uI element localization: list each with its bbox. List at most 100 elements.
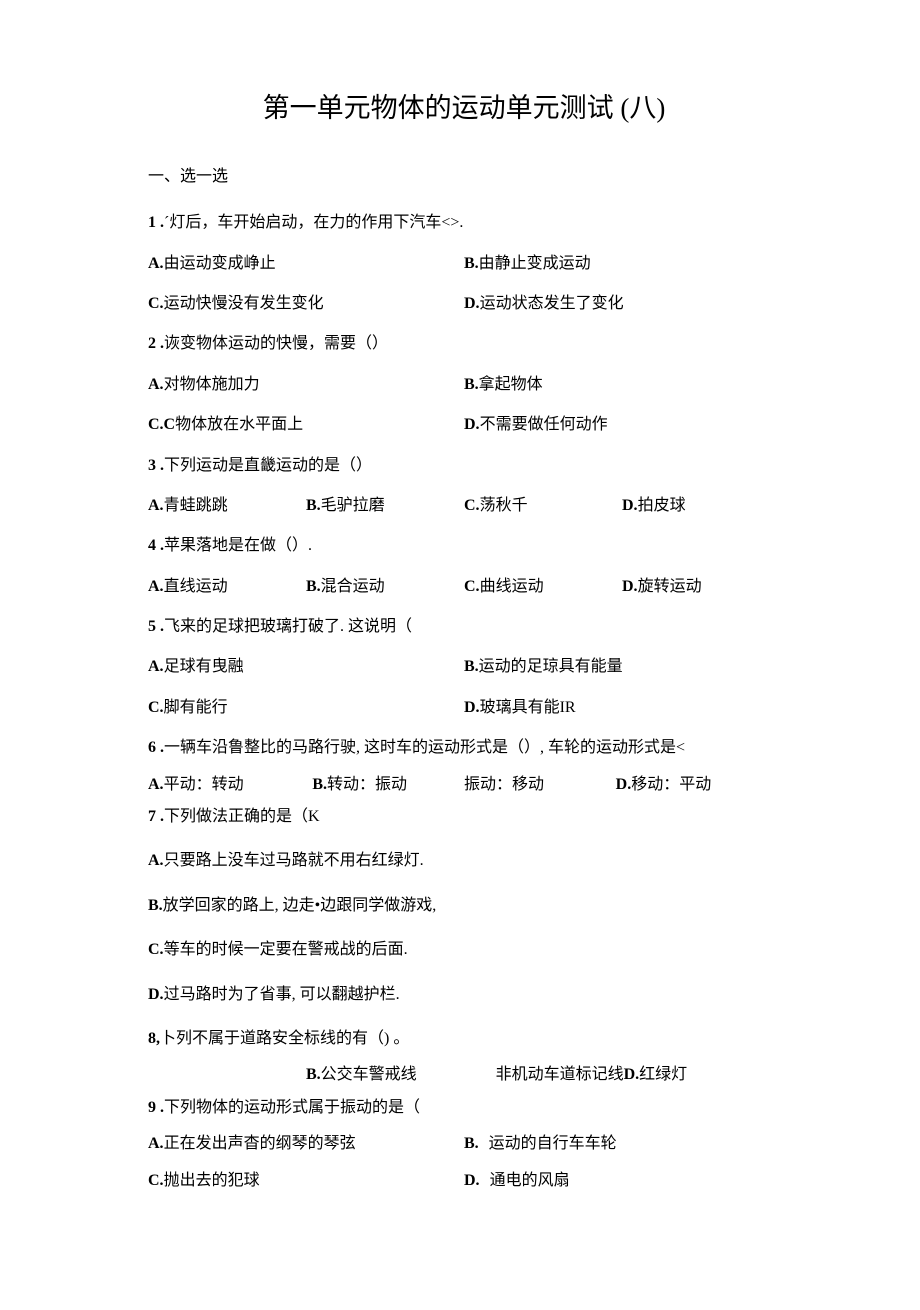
q3-opt-c: C.荡秋千 bbox=[464, 495, 622, 517]
q2-text: 诙变物体运动的快慢，需要（） bbox=[164, 335, 388, 352]
q4-text: 苹果落地是在做（）. bbox=[164, 537, 312, 554]
question-2: 2 .诙变物体运动的快慢，需要（） A.对物体施加力 B.拿起物体 C.C物体放… bbox=[148, 333, 780, 436]
q2-row1: A.对物体施加力 B.拿起物体 bbox=[148, 374, 780, 396]
q9-row1: A.正在发出声杳的纲琴的琴弦 B.运动的自行车车轮 bbox=[148, 1133, 780, 1155]
page-title: 第一单元物体的运动单元测试 (八) bbox=[148, 90, 780, 128]
q3-opt-a: A.青蛙跳跳 bbox=[148, 495, 306, 517]
question-3: 3 .下列运动是直畿运动的是（） A.青蛙跳跳 B.毛驴拉磨 C.荡秋千 D.拍… bbox=[148, 455, 780, 518]
q7-d-text: 过马路时为了省事, 可以翻越护栏. bbox=[164, 986, 400, 1003]
q4-row: A.直线运动 B.混合运动 C.曲线运动 D.旋转运动 bbox=[148, 576, 780, 598]
q4-num: 4 bbox=[148, 537, 156, 554]
q5-num: 5 bbox=[148, 618, 156, 635]
q4-opt-d: D.旋转运动 bbox=[622, 576, 780, 598]
q3-num: 3 bbox=[148, 457, 156, 474]
q9-opt-d: D.通电的风扇 bbox=[464, 1170, 780, 1192]
question-5: 5 .飞来的足球把玻璃打破了. 这说明（ A.足球有曳融 B.运动的足琼具有能量… bbox=[148, 616, 780, 719]
q1-d-text: 运动状态发生了变化 bbox=[480, 295, 624, 312]
q2-a-text: 对物体施加力 bbox=[164, 376, 260, 393]
section-heading: 一、选一选 bbox=[148, 166, 780, 188]
q4-opt-b: B.混合运动 bbox=[306, 576, 464, 598]
q7-sep: . bbox=[156, 808, 164, 825]
q7-stem: 7 .下列做法正确的是（K bbox=[148, 806, 780, 828]
q6-opt-a: A.平动：转动 bbox=[148, 774, 312, 796]
q3-a-text: 青蛙跳跳 bbox=[164, 497, 228, 514]
q1-opt-c: C.运动快慢没有发生变化 bbox=[148, 293, 464, 315]
q2-opt-a: A.对物体施加力 bbox=[148, 374, 464, 396]
q4-a-text: 直线运动 bbox=[164, 578, 228, 595]
q9-stem: 9 .下列物体的运动形式属于振动的是（ bbox=[148, 1097, 780, 1119]
q9-sep: . bbox=[156, 1099, 164, 1116]
q2-opt-d: D.不需要做任何动作 bbox=[464, 414, 780, 436]
q4-sep: . bbox=[156, 537, 164, 554]
q5-d-text: 玻璃具有能IR bbox=[480, 699, 576, 716]
q9-b-text: 运动的自行车车轮 bbox=[489, 1133, 617, 1155]
q1-opt-a: A.由运动变成峥止 bbox=[148, 253, 464, 275]
q2-c-text: 物体放在水平面上 bbox=[175, 416, 303, 433]
q7-opt-a: A.只要路上没车过马路就不用右红绿灯. bbox=[148, 850, 780, 872]
question-6: 6 .一辆车沿鲁整比的马路行驶, 这时车的运动形式是（）, 车轮的运动形式是< … bbox=[148, 737, 780, 796]
q4-opt-c: C.曲线运动 bbox=[464, 576, 622, 598]
q1-row1: A.由运动变成峥止 B.由静止变成运动 bbox=[148, 253, 780, 275]
q5-sep: . bbox=[156, 618, 164, 635]
q8-spacer bbox=[148, 1064, 306, 1086]
q6-d-text: 移动：平动 bbox=[631, 776, 711, 793]
q9-text: 下列物体的运动形式属于振动的是（ bbox=[164, 1099, 420, 1116]
q3-text: 下列运动是直畿运动的是（） bbox=[164, 457, 372, 474]
q7-opt-d: D.过马路时为了省事, 可以翻越护栏. bbox=[148, 984, 780, 1006]
q5-opt-a: A.足球有曳融 bbox=[148, 656, 464, 678]
q6-text: 一辆车沿鲁整比的马路行驶, 这时车的运动形式是（）, 车轮的运动形式是< bbox=[164, 739, 685, 756]
q6-stem: 6 .一辆车沿鲁整比的马路行驶, 这时车的运动形式是（）, 车轮的运动形式是< bbox=[148, 737, 780, 759]
q3-c-text: 荡秋千 bbox=[480, 497, 528, 514]
q4-opt-a: A.直线运动 bbox=[148, 576, 306, 598]
q1-c-text: 运动快慢没有发生变化 bbox=[164, 295, 324, 312]
q2-c-label: C.C bbox=[148, 416, 175, 433]
q6-a-text: 平动：转动 bbox=[164, 776, 244, 793]
q9-opt-c: C.抛出去的犯球 bbox=[148, 1170, 464, 1192]
q8-c-text: 非机动车道标记线 bbox=[496, 1066, 624, 1083]
q1-a-text: 由运动变成峥止 bbox=[164, 255, 276, 272]
question-1: 1 .´灯后，车开始启动，在力的作用下汽车<>. A.由运动变成峥止 B.由静止… bbox=[148, 212, 780, 315]
q1-num: 1 bbox=[148, 214, 156, 231]
question-9: 9 .下列物体的运动形式属于振动的是（ A.正在发出声杳的纲琴的琴弦 B.运动的… bbox=[148, 1097, 780, 1192]
q3-opt-b: B.毛驴拉磨 bbox=[306, 495, 464, 517]
q9-d-text: 通电的风扇 bbox=[490, 1170, 570, 1192]
q7-opt-c: C.等车的时候一定要在警戒战的后面. bbox=[148, 939, 780, 961]
question-4: 4 .苹果落地是在做（）. A.直线运动 B.混合运动 C.曲线运动 D.旋转运… bbox=[148, 535, 780, 598]
q3-opt-d: D.拍皮球 bbox=[622, 495, 780, 517]
q2-sep: . bbox=[156, 335, 164, 352]
q5-a-text: 足球有曳融 bbox=[164, 658, 244, 675]
q4-d-text: 旋转运动 bbox=[638, 578, 702, 595]
q1-text: ´灯后，车开始启动，在力的作用下汽车<>. bbox=[164, 214, 463, 231]
q5-opt-d: D.玻璃具有能IR bbox=[464, 697, 780, 719]
q8-row: B.公交车警戒线 非机动车道标记线D.红绿灯 bbox=[148, 1064, 780, 1086]
q1-opt-d: D.运动状态发生了变化 bbox=[464, 293, 780, 315]
q7-text: 下列做法正确的是（K bbox=[164, 808, 320, 825]
q8-stem: 8,卜列不属于道路安全标线的有（) 。 bbox=[148, 1028, 780, 1050]
q1-sep: . bbox=[156, 214, 164, 231]
q6-sep: . bbox=[156, 739, 164, 756]
q1-b-text: 由静止变成运动 bbox=[479, 255, 591, 272]
q5-opt-b: B.运动的足琼具有能量 bbox=[464, 656, 780, 678]
q2-opt-b: B.拿起物体 bbox=[464, 374, 780, 396]
q7-opt-b: B.放学回家的路上, 边走•边跟同学做游戏, bbox=[148, 895, 780, 917]
q1-stem: 1 .´灯后，车开始启动，在力的作用下汽车<>. bbox=[148, 212, 780, 234]
q7-b-text: 放学回家的路上, 边走•边跟同学做游戏, bbox=[163, 897, 437, 914]
q6-num: 6 bbox=[148, 739, 156, 756]
question-7: 7 .下列做法正确的是（K A.只要路上没车过马路就不用右红绿灯. B.放学回家… bbox=[148, 806, 780, 1006]
q8-opt-cd: 非机动车道标记线D.红绿灯 bbox=[496, 1064, 780, 1086]
q3-b-text: 毛驴拉磨 bbox=[321, 497, 385, 514]
q5-b-text: 运动的足琼具有能量 bbox=[479, 658, 623, 675]
q4-c-text: 曲线运动 bbox=[480, 578, 544, 595]
q5-opt-c: C.脚有能行 bbox=[148, 697, 464, 719]
q1-row2: C.运动快慢没有发生变化 D.运动状态发生了变化 bbox=[148, 293, 780, 315]
q6-c-text: 振动：移动 bbox=[464, 776, 544, 793]
q9-row2: C.抛出去的犯球 D.通电的风扇 bbox=[148, 1170, 780, 1192]
q9-opt-b: B.运动的自行车车轮 bbox=[464, 1133, 780, 1155]
q6-opt-b: B.转动：振动 bbox=[312, 774, 464, 796]
q8-text: 卜列不属于道路安全标线的有（) 。 bbox=[160, 1030, 409, 1047]
q3-d-text: 拍皮球 bbox=[638, 497, 686, 514]
q5-row1: A.足球有曳融 B.运动的足琼具有能量 bbox=[148, 656, 780, 678]
q9-num: 9 bbox=[148, 1099, 156, 1116]
q3-row: A.青蛙跳跳 B.毛驴拉磨 C.荡秋千 D.拍皮球 bbox=[148, 495, 780, 517]
q2-opt-c: C.C物体放在水平面上 bbox=[148, 414, 464, 436]
